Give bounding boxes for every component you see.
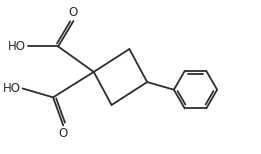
Text: O: O — [59, 127, 68, 140]
Text: HO: HO — [8, 40, 26, 53]
Text: O: O — [69, 6, 78, 19]
Text: HO: HO — [3, 82, 21, 95]
